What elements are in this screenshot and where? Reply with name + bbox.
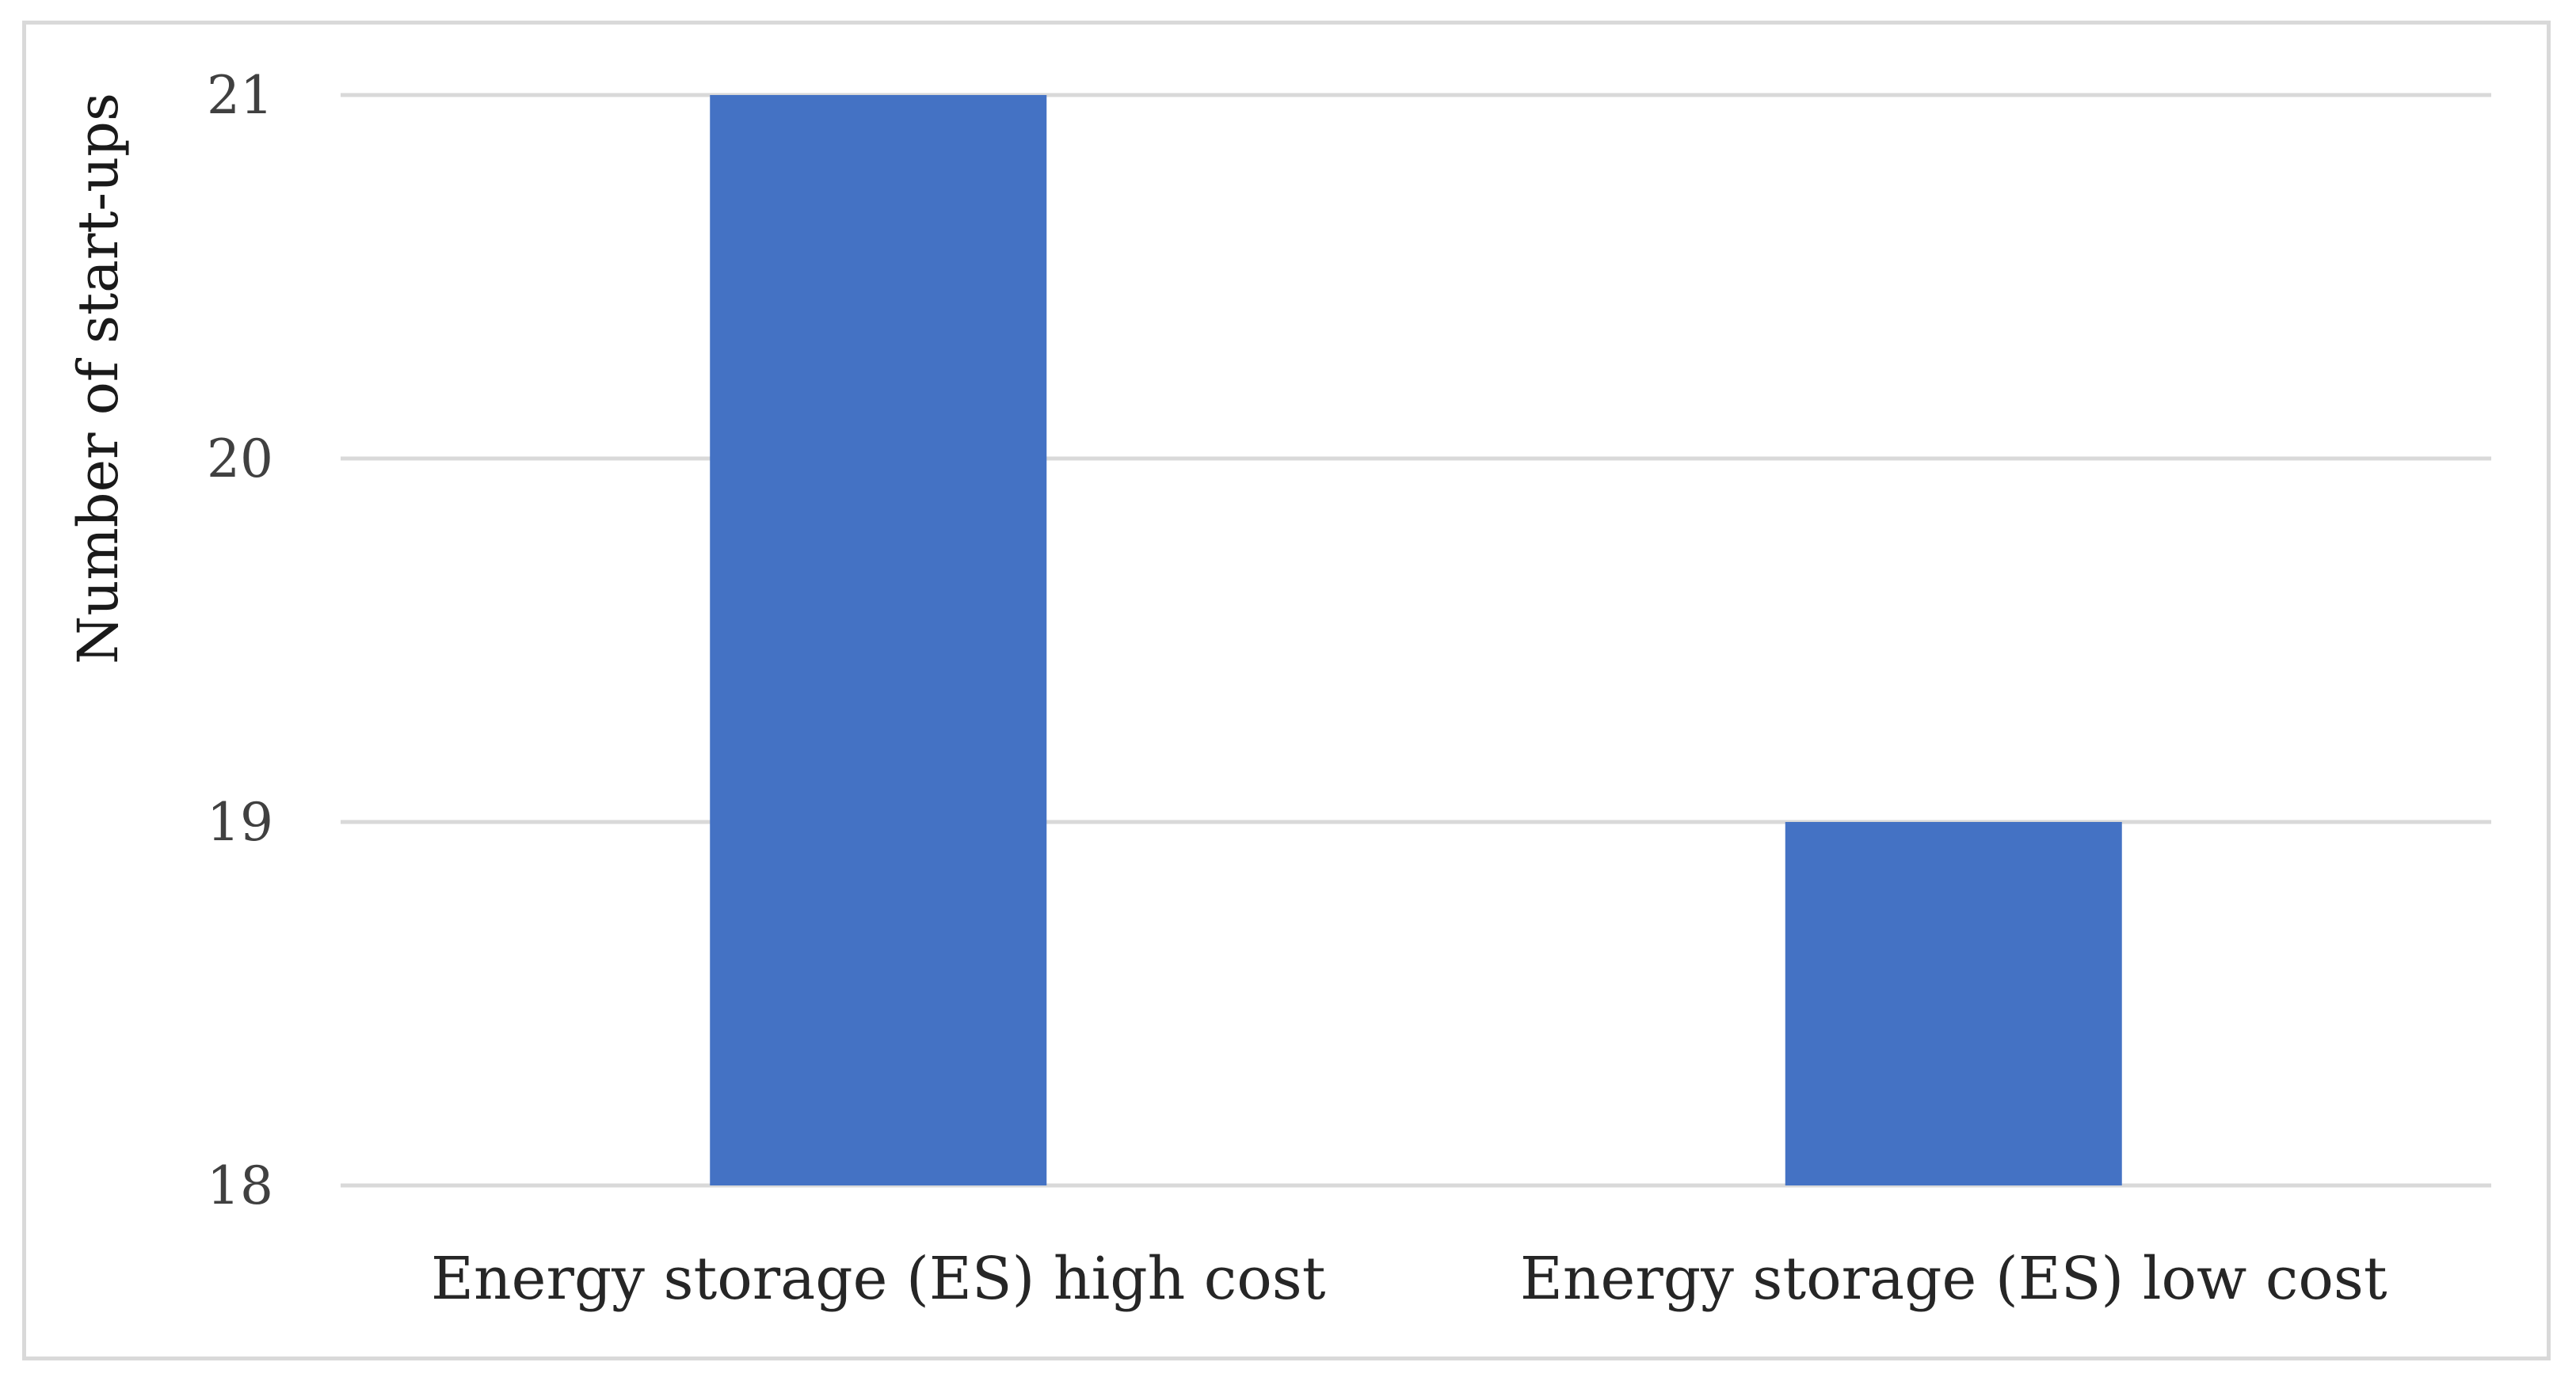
y-tick-label: 20 xyxy=(207,428,273,489)
x-category-labels: Energy storage (ES) high cost Energy stor… xyxy=(431,1245,2387,1313)
gridlines xyxy=(341,93,2491,1188)
bar-2 xyxy=(1785,822,2122,1185)
y-axis-title: Number of start-ups xyxy=(66,93,131,664)
chart-frame xyxy=(22,21,2551,1360)
y-tick-label: 18 xyxy=(207,1155,273,1216)
bar-1 xyxy=(710,95,1047,1185)
x-category-label: Energy storage (ES) low cost xyxy=(1520,1245,2387,1313)
y-tick-labels: 18 19 20 21 xyxy=(207,65,273,1216)
y-tick-label: 21 xyxy=(207,65,273,126)
y-tick-label: 19 xyxy=(207,792,273,853)
x-category-label: Energy storage (ES) high cost xyxy=(431,1245,1326,1313)
bars xyxy=(710,95,2122,1185)
